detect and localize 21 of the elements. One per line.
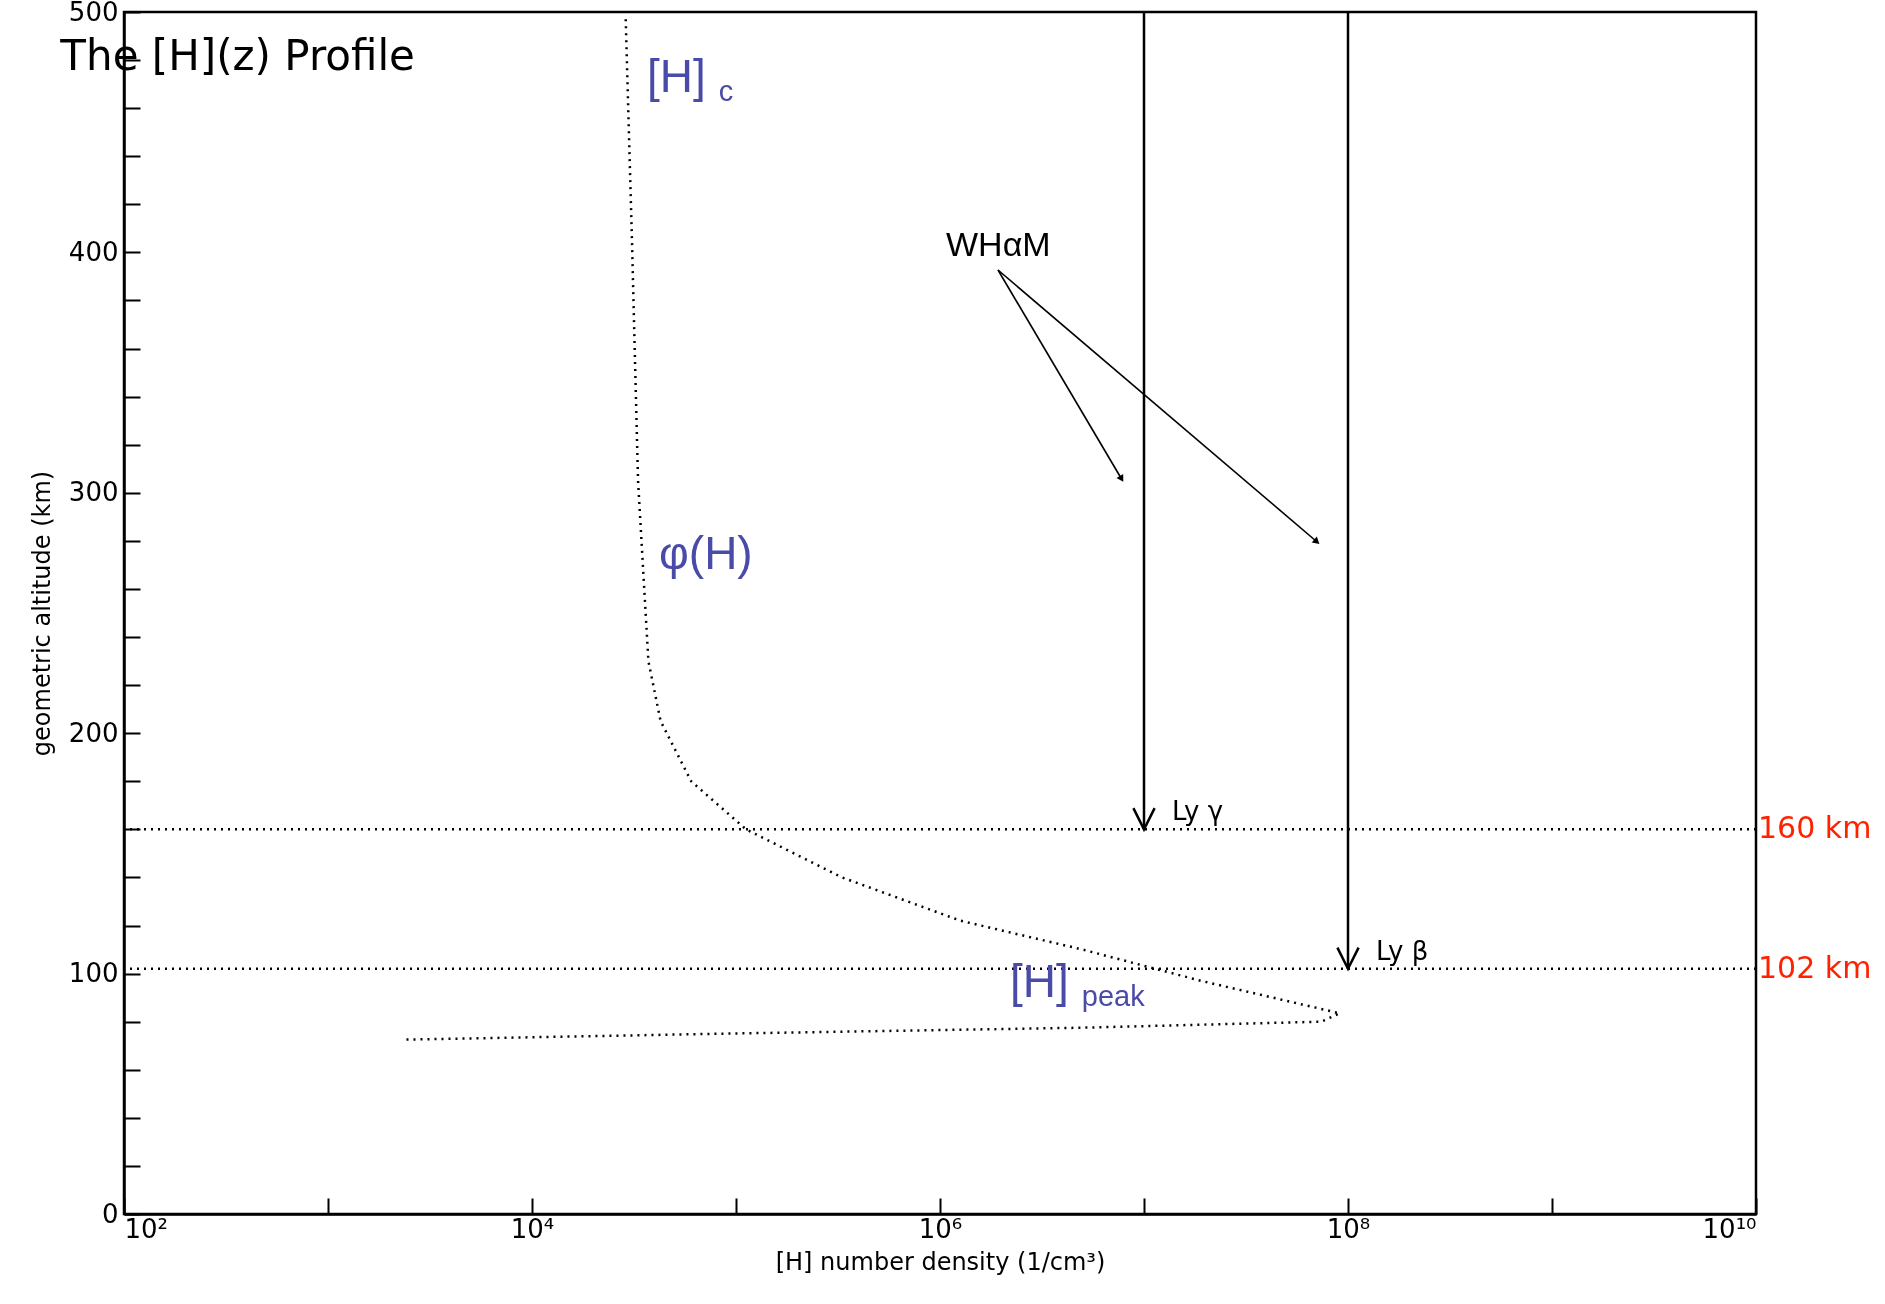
x-tick-label: 10² [124,1213,169,1244]
x-tick-label: 10⁶ [918,1213,963,1244]
annotation: φ(H) [659,527,753,579]
y-tick-label: 400 [68,236,119,267]
y-tick-label: 200 [68,717,119,748]
annotation: [H]c [647,50,734,107]
y-tick-label: 500 [68,0,119,27]
y-tick-label: 0 [101,1198,119,1229]
annotation: Ly β [1376,935,1429,966]
x-tick-label: 10⁴ [510,1213,555,1244]
y-tick-label: 100 [68,958,119,989]
annotation: [H]peak [1010,955,1146,1012]
x-axis-title: [H] number density (1/cm³) [775,1247,1106,1276]
y-axis-title: geometric altitude (km) [27,470,56,757]
annotation: WHαM [946,225,1051,263]
ref-line-label: 102 km [1758,949,1872,985]
x-tick-label: 10¹⁰ [1702,1213,1757,1244]
annotation: Ly γ [1172,796,1224,827]
ref-line-label: 160 km [1758,810,1872,846]
y-tick-label: 300 [68,477,119,508]
x-tick-label: 10⁸ [1326,1213,1371,1244]
